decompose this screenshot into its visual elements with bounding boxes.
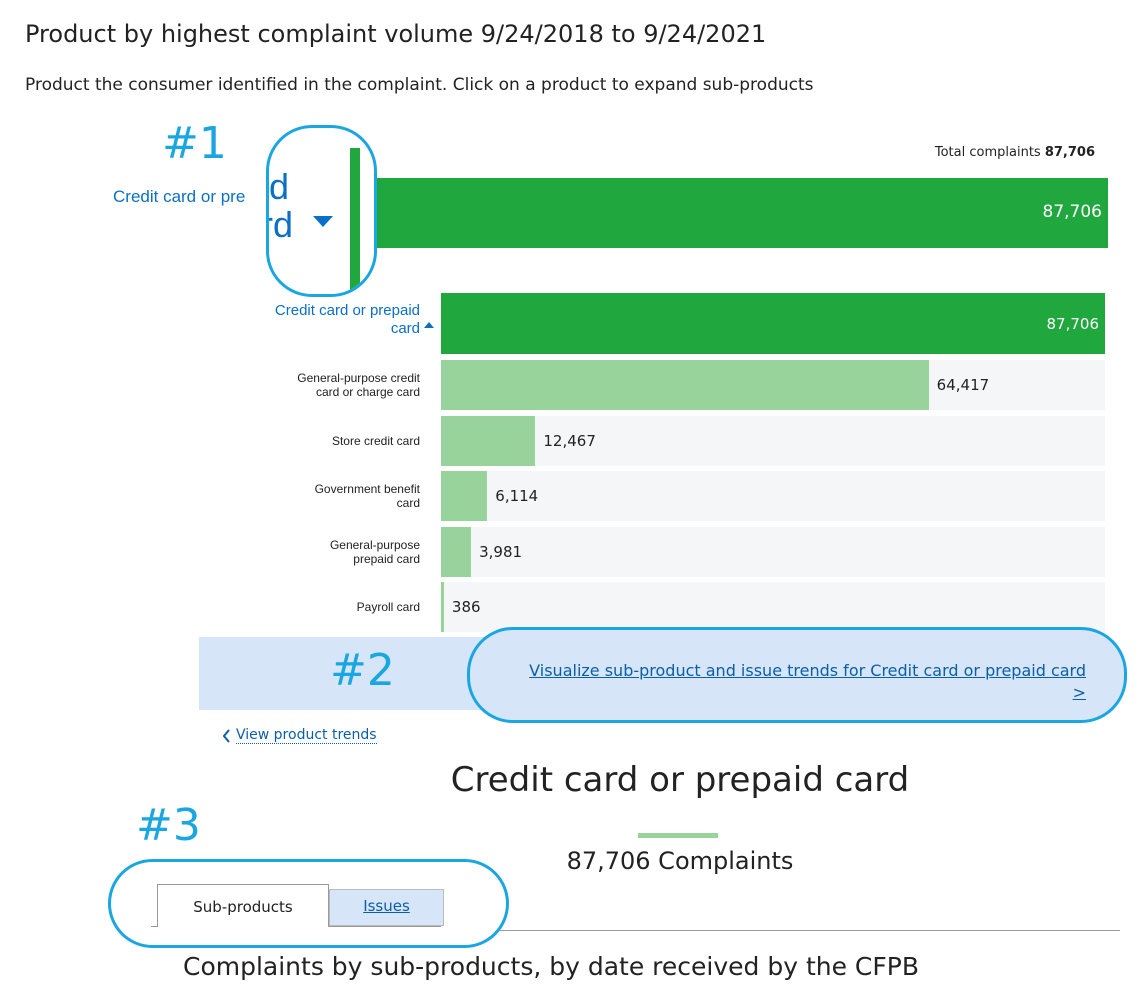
bar-value-label: 87,706	[1042, 202, 1102, 222]
bar-value-label: 12,467	[543, 431, 596, 450]
category-label[interactable]: Payroll card	[356, 600, 420, 614]
trend-bubble: Visualize sub-product and issue trends f…	[467, 627, 1127, 723]
bar	[441, 582, 444, 632]
row-background	[441, 415, 1105, 466]
page-title: Product by highest complaint volume 9/24…	[25, 20, 767, 48]
magnified-label: idrd	[268, 166, 294, 245]
tab-active[interactable]: Sub-products	[157, 884, 329, 927]
category-label[interactable]: Store credit card	[331, 433, 420, 448]
page-subtitle: Product the consumer identified in the c…	[25, 75, 814, 95]
magnified-text: id	[268, 166, 290, 207]
callout: #1	[162, 118, 227, 169]
total-value: 87,706	[1044, 145, 1095, 160]
accent-line	[638, 833, 718, 838]
callout: #3	[136, 800, 201, 851]
trend-link-arrow[interactable]: >	[1072, 683, 1086, 702]
bar-value-label: 3,981	[479, 542, 523, 561]
row-background	[441, 526, 1105, 577]
bar-edge	[350, 148, 360, 294]
parent-label[interactable]: Credit card or prepaid card	[274, 302, 420, 337]
category-label[interactable]: Government benefit card	[314, 482, 420, 510]
callout: #2	[330, 645, 395, 696]
zoom-bar-area: 87,706	[352, 178, 1108, 248]
bar	[352, 178, 1108, 248]
row-background	[441, 471, 1105, 521]
bar	[441, 471, 488, 521]
chevron-left[interactable]	[222, 729, 232, 743]
bar-value-label: 386	[451, 598, 481, 616]
detail-count: 87,706 Complaints	[566, 847, 794, 875]
total-complaints: Total complaints 87,706	[935, 145, 1095, 160]
category-label[interactable]: General-purpose credit card or charge ca…	[297, 371, 420, 399]
tabs-bubble: Sub-products Issues	[108, 859, 509, 948]
trend-link-text[interactable]: Visualize sub-product and issue trends f…	[529, 661, 1086, 680]
zoom-bubble: idrd	[266, 125, 377, 297]
caret-up[interactable]	[424, 322, 434, 328]
back-link[interactable]: View product trends	[236, 727, 377, 744]
bar	[441, 360, 929, 410]
bar-value-label: 6,114	[495, 487, 539, 505]
divider	[150, 930, 1120, 931]
tab[interactable]: Issues	[329, 889, 444, 926]
bar-value-label: 87,706	[1046, 315, 1100, 333]
caret	[313, 216, 333, 227]
category-label[interactable]: General-purpose prepaid card	[329, 537, 420, 566]
row-background	[441, 582, 1105, 632]
bar	[441, 526, 472, 577]
section-title: Complaints by sub-products, by date rece…	[183, 952, 919, 981]
sub-product-chart: Credit card or prepaid card 87,706 General…	[274, 293, 1105, 632]
detail-title: Credit card or prepaid card	[450, 760, 910, 800]
product-label[interactable]: Credit card or pre	[113, 187, 246, 206]
bar	[441, 293, 1105, 354]
magnified-text: rd	[269, 204, 294, 245]
total-label: Total complaints	[934, 145, 1041, 160]
caret-shape[interactable]	[424, 322, 434, 328]
bar-value-label: 64,417	[936, 376, 990, 394]
bar	[441, 415, 536, 466]
trend-link[interactable]: Visualize sub-product and issue trends f…	[529, 660, 1086, 704]
